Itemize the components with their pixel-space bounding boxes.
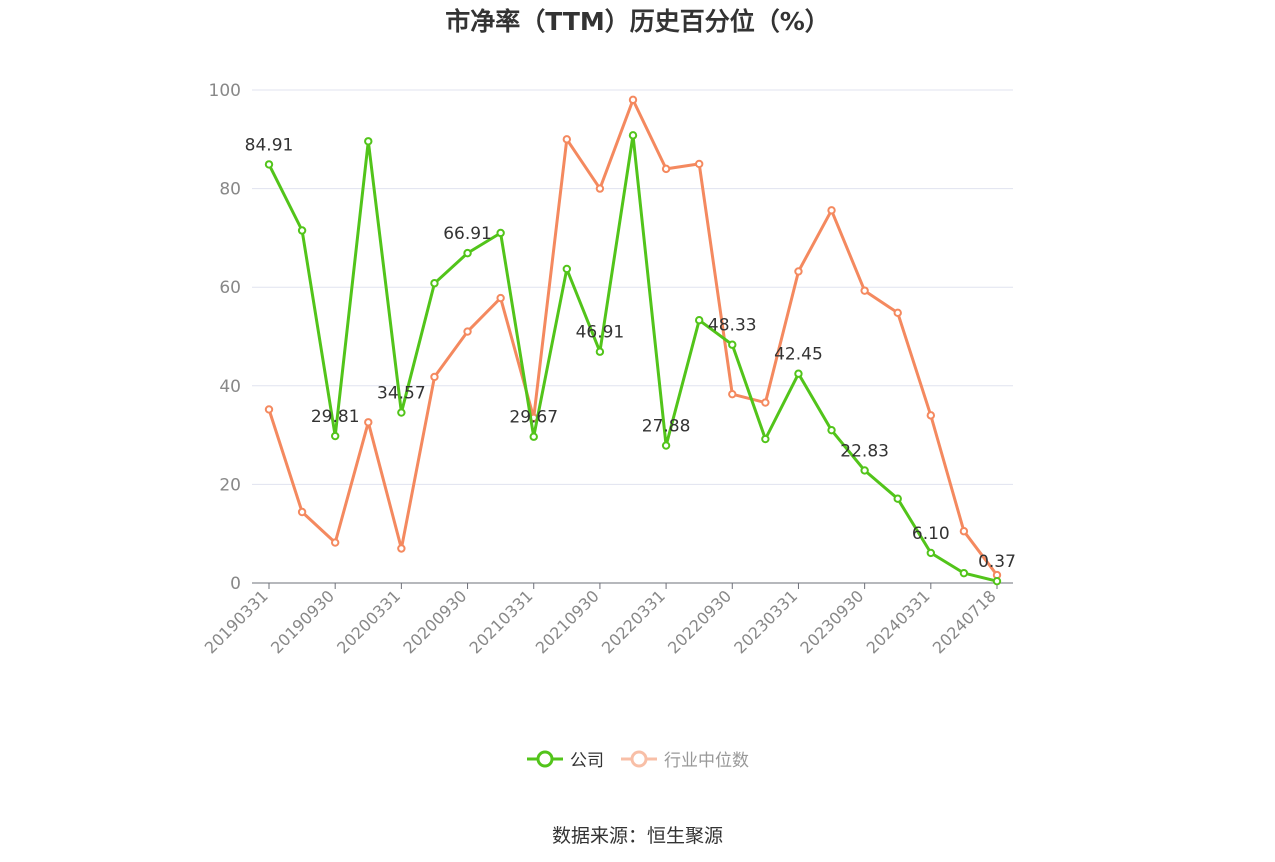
- data-point: [794, 369, 803, 378]
- data-label: 27.88: [642, 417, 691, 437]
- data-label: 29.67: [509, 408, 558, 428]
- data-source: 数据来源：恒生聚源: [551, 825, 723, 847]
- data-labels: 84.91 29.81 34.57 66.91 29.67 46.91 27.88 48.33…: [245, 135, 1016, 572]
- data-point: [496, 293, 505, 303]
- data-point: [959, 527, 969, 536]
- x-tick-label: 20200331: [333, 586, 404, 657]
- data-point: [364, 137, 373, 146]
- legend: 公司 行业中位数: [0, 746, 1275, 771]
- y-tick-label: 80: [219, 180, 241, 200]
- x-tick-label: 20230930: [796, 586, 867, 657]
- data-point: [926, 411, 936, 420]
- data-label: 84.91: [245, 135, 294, 155]
- data-point: [761, 434, 770, 444]
- data-point: [959, 568, 969, 578]
- data-point: [893, 494, 902, 503]
- data-point: [761, 398, 770, 407]
- x-tick-label: 20240718: [929, 586, 1000, 657]
- data-point: [661, 441, 671, 450]
- x-tick-label: 20220930: [664, 586, 735, 657]
- data-label: 29.81: [311, 407, 360, 427]
- data-point: [728, 340, 737, 349]
- x-tick-label: 20200930: [399, 586, 470, 657]
- data-label: 66.91: [443, 224, 492, 244]
- data-point: [595, 347, 605, 356]
- data-point: [330, 538, 340, 547]
- data-point: [397, 408, 406, 417]
- y-tick-label: 0: [230, 574, 241, 594]
- x-tick-label: 20190331: [201, 586, 272, 657]
- legend-item-industry-median[interactable]: 行业中位数: [620, 746, 749, 771]
- data-point: [562, 135, 572, 144]
- legend-industry-label: 行业中位数: [664, 751, 749, 771]
- x-tick-label: 20220331: [598, 586, 669, 657]
- data-label: 46.91: [576, 323, 625, 343]
- data-point: [992, 576, 1002, 586]
- data-point: [893, 308, 902, 318]
- data-point: [430, 279, 439, 288]
- data-point: [694, 316, 704, 325]
- data-point: [297, 507, 307, 517]
- series: [264, 95, 1002, 586]
- series-line-company: [267, 133, 998, 583]
- data-point: [430, 372, 439, 382]
- series-line-industry-median: [267, 98, 999, 577]
- data-label: 42.45: [774, 345, 823, 365]
- data-point: [860, 466, 869, 475]
- data-point: [926, 548, 936, 558]
- grid-lines: [252, 89, 1013, 485]
- legend-company-label: 公司: [570, 751, 604, 771]
- data-point: [330, 431, 340, 441]
- data-point: [463, 248, 472, 258]
- data-point: [694, 159, 704, 169]
- data-point: [628, 95, 638, 105]
- y-tick-label: 40: [219, 377, 241, 397]
- x-tick-label: 20240331: [863, 586, 934, 657]
- x-tick-label: 20190930: [267, 586, 338, 657]
- data-point: [728, 389, 737, 399]
- data-label: 48.33: [708, 316, 757, 336]
- data-point: [628, 131, 638, 140]
- legend-company-icon: [527, 750, 563, 767]
- data-point: [463, 327, 472, 336]
- data-point: [496, 228, 505, 238]
- data-label: 34.57: [377, 384, 426, 404]
- y-tick-label: 20: [219, 475, 241, 495]
- data-label: 6.10: [912, 524, 950, 544]
- data-point: [860, 286, 869, 295]
- data-point: [529, 432, 538, 441]
- data-point: [264, 405, 274, 414]
- data-point: [297, 226, 307, 235]
- y-tick-label: 60: [219, 278, 241, 298]
- data-point: [264, 160, 274, 169]
- x-tick-label: 20230331: [730, 586, 801, 657]
- data-point: [794, 267, 803, 276]
- chart-title: 市净率（TTM）历史百分位（%）: [445, 7, 830, 36]
- data-point: [397, 544, 406, 553]
- legend-industry-icon: [621, 750, 657, 767]
- data-point: [595, 184, 605, 193]
- y-tick-label: 100: [209, 81, 241, 101]
- data-point: [827, 206, 836, 215]
- x-tick-label: 20210331: [466, 586, 537, 657]
- data-point: [364, 418, 373, 427]
- data-point: [827, 425, 836, 435]
- data-point: [562, 264, 572, 274]
- data-label: 22.83: [840, 441, 889, 461]
- x-tick-label: 20210930: [532, 586, 603, 657]
- data-point: [661, 164, 671, 174]
- legend-item-company[interactable]: 公司: [526, 746, 604, 771]
- data-label: 0.37: [978, 552, 1016, 572]
